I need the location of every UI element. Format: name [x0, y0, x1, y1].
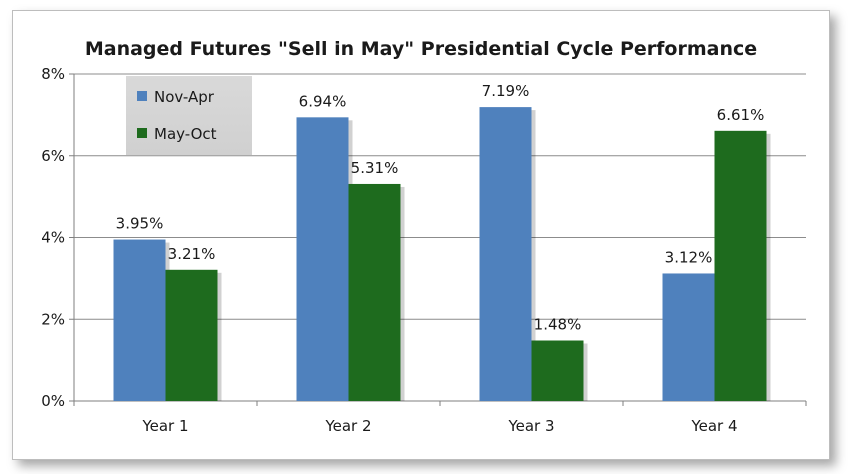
- legend-label-nov-apr: Nov-Apr: [154, 88, 215, 106]
- bar-may-oct: [165, 269, 218, 401]
- bar-may-oct: [714, 130, 767, 401]
- x-tick-label: Year 3: [507, 417, 554, 435]
- y-tick-label: 6%: [41, 147, 65, 165]
- x-tick-label: Year 4: [690, 417, 737, 435]
- legend-label-may-oct: May-Oct: [154, 125, 217, 143]
- data-label: 3.12%: [665, 248, 713, 266]
- x-tick-label: Year 2: [324, 417, 371, 435]
- y-tick-label: 2%: [41, 310, 65, 328]
- bar-may-oct: [531, 340, 584, 401]
- chart-title: Managed Futures "Sell in May" Presidenti…: [85, 38, 757, 60]
- bar-nov-apr: [113, 239, 166, 401]
- bar-chart: Managed Futures "Sell in May" Presidenti…: [41, 38, 807, 435]
- data-label: 7.19%: [482, 82, 530, 100]
- y-tick-label: 4%: [41, 229, 65, 247]
- bar-nov-apr: [662, 273, 715, 401]
- bar-may-oct: [348, 183, 401, 401]
- legend-swatch-may-oct: [137, 128, 147, 138]
- legend-swatch-nov-apr: [137, 91, 147, 101]
- y-tick-label: 0%: [41, 392, 65, 410]
- chart-frame: Managed Futures "Sell in May" Presidenti…: [12, 10, 830, 460]
- data-label: 6.94%: [299, 92, 347, 110]
- legend: Nov-Apr May-Oct: [126, 76, 252, 155]
- data-label: 3.95%: [116, 215, 164, 233]
- legend-background: [126, 76, 252, 155]
- data-label: 1.48%: [534, 316, 582, 334]
- y-tick-label: 8%: [41, 65, 65, 83]
- data-labels: 3.95%3.21% 6.94% 5.31% 7.19% 1.48% 3.12% 6.61%: [116, 82, 765, 333]
- x-tick-label: Year 1: [141, 417, 188, 435]
- bars: [113, 107, 771, 401]
- bar-nov-apr: [479, 107, 532, 401]
- data-label: 3.21%: [168, 245, 216, 263]
- data-label: 6.61%: [717, 106, 765, 124]
- data-label: 5.31%: [351, 159, 399, 177]
- bar-nov-apr: [296, 117, 349, 401]
- axes: 0% 2% 4% 6% 8% Year 1 Year 2 Year 3 Year 4: [41, 65, 807, 435]
